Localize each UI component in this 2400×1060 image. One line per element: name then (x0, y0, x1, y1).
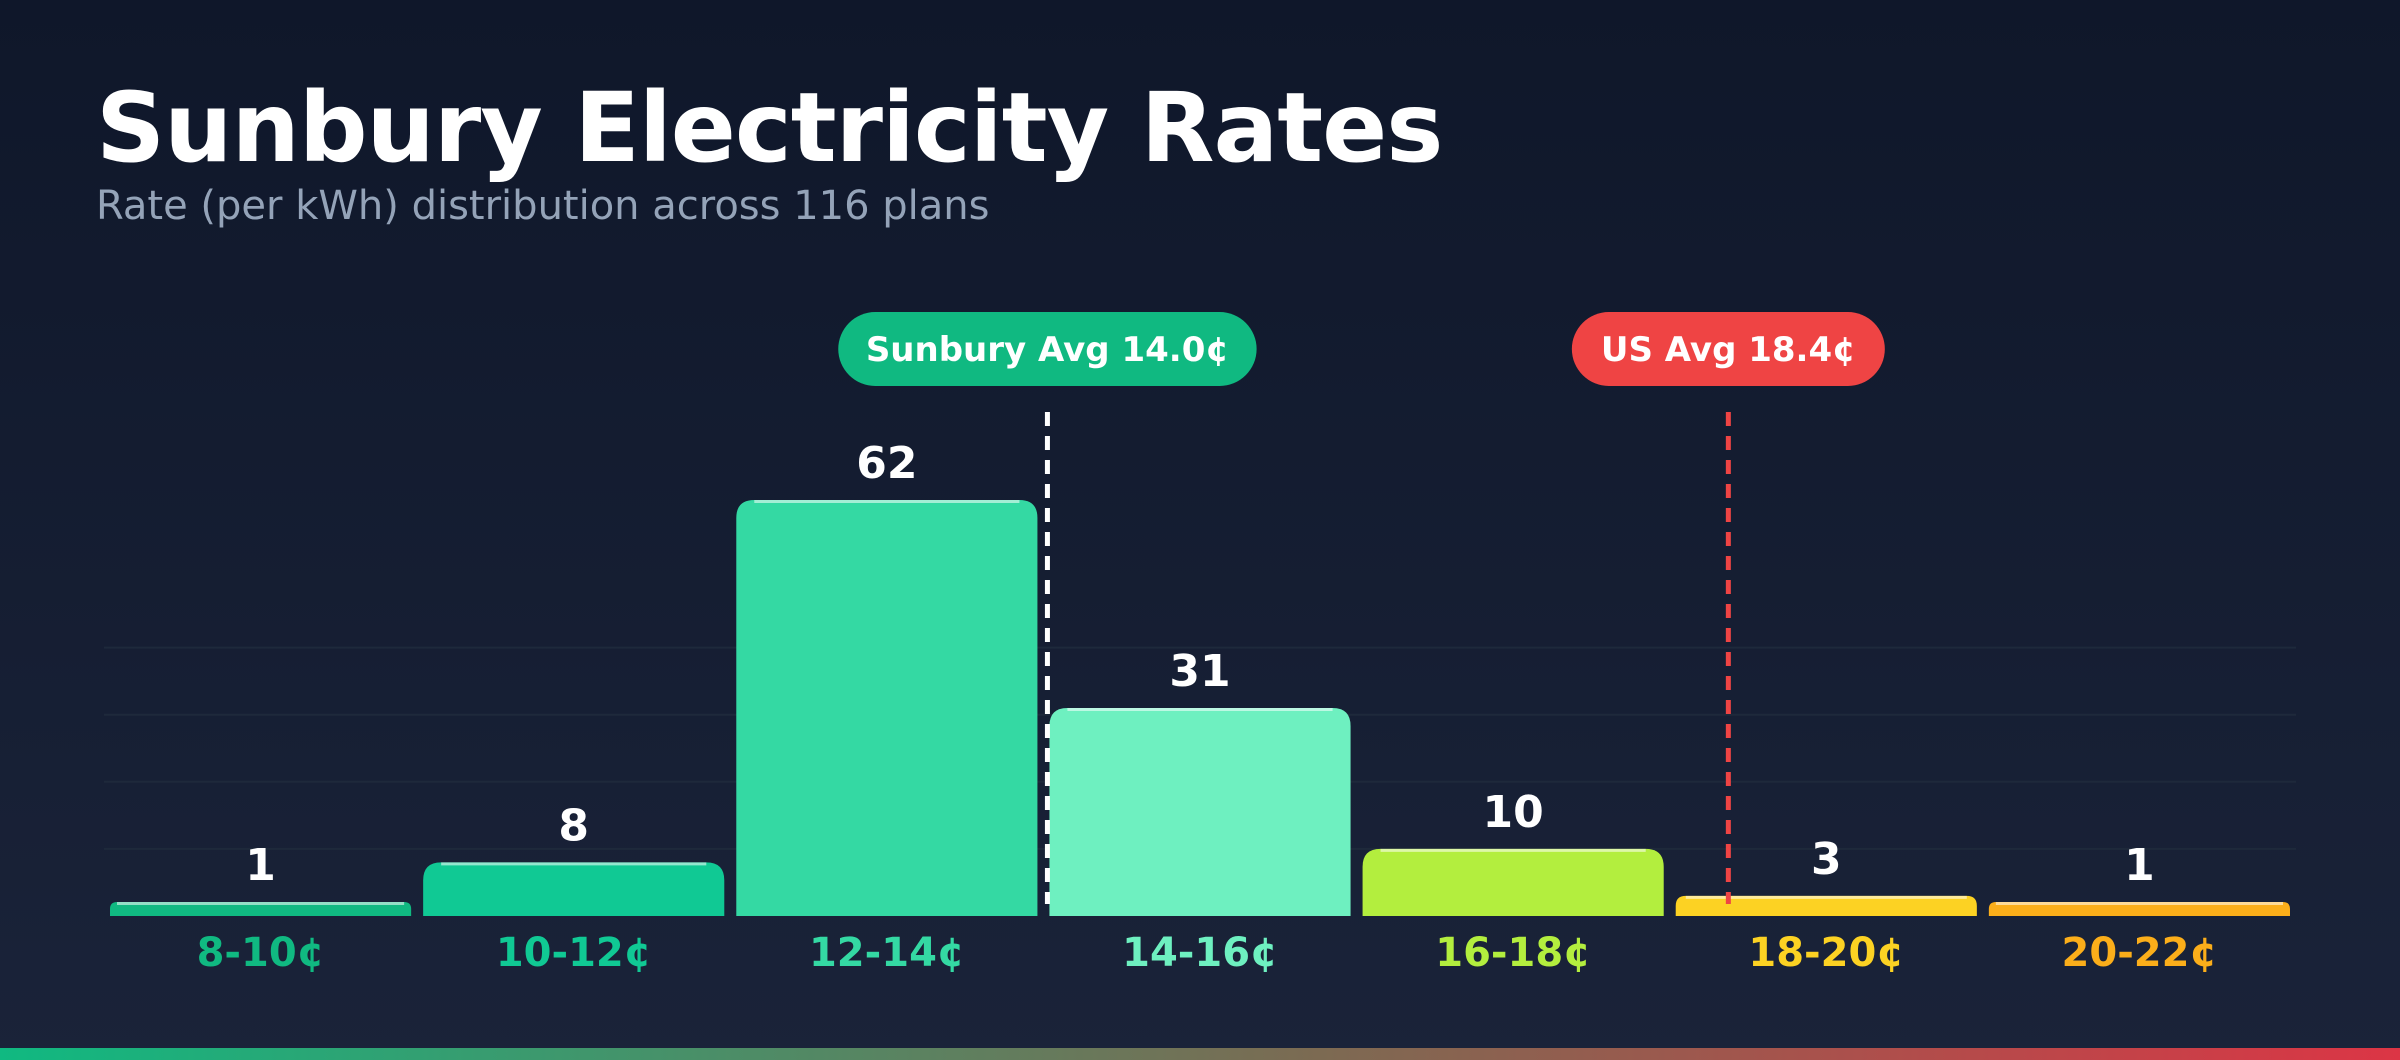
bar-value-label: 1 (245, 840, 276, 891)
category-label: 8-10¢ (197, 930, 325, 976)
category-label: 12-14¢ (809, 930, 965, 976)
us-avg-badge (1571, 312, 1885, 386)
us-avg-label: US Avg 18.4¢ (1601, 330, 1856, 370)
bottom-accent-bar (0, 1048, 2400, 1060)
bar (1988, 902, 2290, 916)
bar-value-label: 62 (856, 438, 917, 489)
category-label: 18-20¢ (1748, 930, 1904, 976)
sunbury-avg-label: Sunbury Avg 14.0¢ (866, 330, 1229, 370)
category-label: 14-16¢ (1122, 930, 1278, 976)
bar-value-label: 10 (1483, 787, 1544, 838)
bar (1049, 708, 1351, 916)
bar-value-label: 31 (1169, 646, 1230, 697)
category-label: 16-18¢ (1435, 930, 1591, 976)
sunbury-avg-badge (838, 312, 1257, 386)
bar-value-label: 8 (558, 800, 589, 851)
bar (423, 862, 725, 916)
bar-value-label: 1 (2124, 840, 2155, 891)
bar (1675, 895, 1977, 916)
chart-title: Sunbury Electricity Rates (96, 72, 1443, 184)
bar (736, 500, 1038, 916)
category-label: 10-12¢ (496, 930, 652, 976)
chart-subtitle: Rate (per kWh) distribution across 116 p… (96, 183, 990, 229)
bar-value-label: 3 (1811, 834, 1842, 885)
bar (1362, 848, 1664, 916)
bar (110, 902, 412, 916)
category-label: 20-22¢ (2062, 930, 2218, 976)
